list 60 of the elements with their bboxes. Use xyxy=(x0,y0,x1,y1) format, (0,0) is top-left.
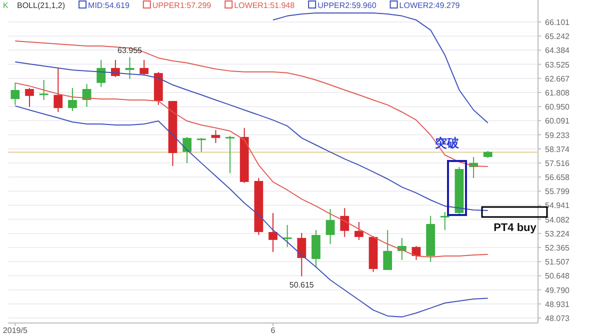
y-tick-label: 60.091 xyxy=(545,116,570,126)
y-tick-label: 60.950 xyxy=(545,102,570,112)
y-tick-label: 62.667 xyxy=(545,74,570,84)
y-tick-label: 56.658 xyxy=(545,173,570,182)
legend-label: UPPER1:57.299 xyxy=(152,1,212,10)
candlestick xyxy=(182,136,192,164)
candlestick xyxy=(268,212,278,253)
candlestick xyxy=(39,79,48,101)
y-tick-label: 64.384 xyxy=(545,46,570,56)
y-tick-label: 48.931 xyxy=(545,300,570,309)
candlestick xyxy=(196,137,206,152)
candlestick xyxy=(25,88,34,108)
candlestick xyxy=(140,59,149,76)
candlestick xyxy=(312,230,320,268)
y-tick-label: 54.082 xyxy=(545,215,570,224)
y-tick-label: 65.242 xyxy=(545,32,570,42)
candlestick xyxy=(96,59,106,88)
y-tick-label: 51.507 xyxy=(545,258,570,267)
y-tick-label: 59.233 xyxy=(545,130,570,140)
candlestick xyxy=(340,208,350,238)
line-series xyxy=(14,40,488,168)
y-tick-label: 55.799 xyxy=(545,187,570,196)
legend-label: MID:54.619 xyxy=(88,1,130,10)
candlestick xyxy=(68,88,77,112)
candlestick xyxy=(383,230,392,270)
line-series xyxy=(14,61,488,212)
y-tick-label: 48.073 xyxy=(545,314,570,324)
y-tick-label: 61.808 xyxy=(545,88,570,98)
annotation: PT4 buy xyxy=(494,222,538,234)
line-series xyxy=(14,82,488,258)
y-tick-label: 57.516 xyxy=(545,158,570,168)
line-series xyxy=(14,105,488,318)
candlestick xyxy=(297,232,306,277)
y-tick-label: 49.790 xyxy=(545,286,570,295)
text: K xyxy=(3,1,9,10)
legend-title: BOLL(21,1,2) xyxy=(17,1,66,10)
legend-label: LOWER2:49.279 xyxy=(399,1,460,10)
legend-label: LOWER1:51.948 xyxy=(234,1,296,10)
y-tick-label: 63.525 xyxy=(545,60,570,70)
line-series xyxy=(272,12,488,124)
candlestick xyxy=(125,56,134,80)
candlestick xyxy=(440,211,450,231)
candlestick xyxy=(54,67,63,112)
y-tick-label: 53.224 xyxy=(545,229,570,238)
candlestick xyxy=(354,222,364,240)
annotation: 63.955 xyxy=(118,46,143,56)
y-tick-label: 54.941 xyxy=(545,201,570,210)
y-tick-label: 66.101 xyxy=(545,18,570,27)
y-tick-label: 50.648 xyxy=(545,272,570,281)
candlestick xyxy=(326,208,335,245)
x-tick-label: 6 xyxy=(270,326,276,335)
candlestick xyxy=(10,82,20,106)
y-tick-label: 52.365 xyxy=(545,244,570,253)
x-tick-label: 2019/5 xyxy=(2,326,28,335)
legend-label: UPPER2:59.960 xyxy=(318,1,377,10)
candlestick xyxy=(282,224,292,248)
candlestick xyxy=(211,130,220,144)
candlestick xyxy=(226,135,234,174)
y-tick-label: 58.374 xyxy=(545,144,570,154)
annotation: 50.615 xyxy=(289,280,314,290)
